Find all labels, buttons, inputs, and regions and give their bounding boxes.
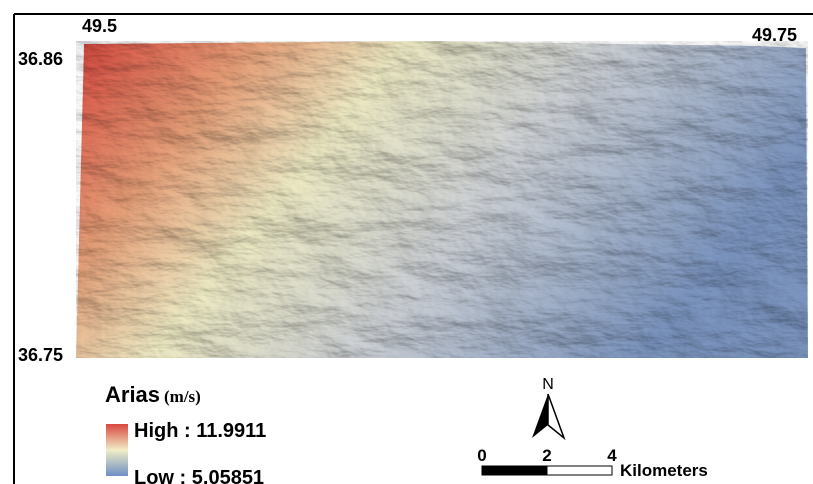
legend-title: Arias	[105, 382, 160, 407]
lat-label: 36.75	[18, 345, 63, 365]
lon-label: 49.5	[82, 16, 117, 36]
scale-bar-black	[481, 465, 548, 476]
legend-swatch	[106, 424, 128, 476]
legend-unit: (m/s)	[164, 387, 201, 406]
lon-label: 49.75	[752, 25, 797, 45]
scale-label: 4	[607, 446, 617, 465]
north-label: N	[542, 376, 554, 393]
legend-high: High : 11.9911	[134, 420, 266, 442]
scale-bar-white	[546, 465, 613, 476]
lat-label: 36.86	[18, 49, 63, 69]
legend-low: Low : 5.05851	[134, 467, 264, 484]
hillshade-raster	[76, 41, 808, 358]
north-arrow	[532, 393, 566, 441]
scale-label: 0	[477, 446, 486, 465]
scale-label: 2	[542, 446, 551, 465]
scale-unit: Kilometers	[620, 461, 708, 480]
